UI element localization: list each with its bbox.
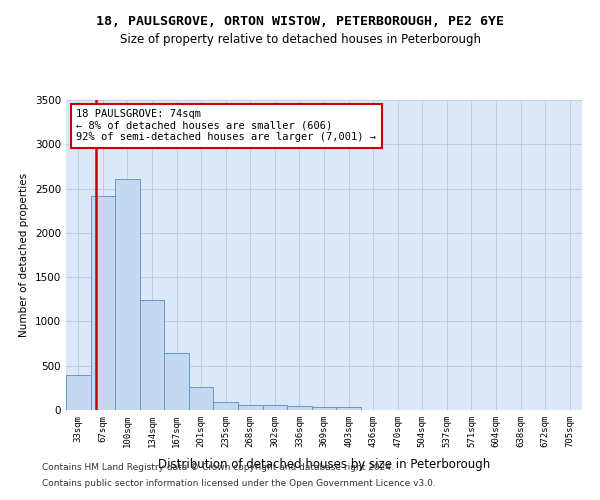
- Bar: [164, 354, 189, 410]
- Bar: [91, 196, 115, 410]
- Bar: [263, 405, 287, 410]
- Bar: [312, 407, 336, 410]
- X-axis label: Distribution of detached houses by size in Peterborough: Distribution of detached houses by size …: [158, 458, 490, 471]
- Bar: [66, 374, 91, 410]
- Text: Contains HM Land Registry data © Crown copyright and database right 2024.: Contains HM Land Registry data © Crown c…: [42, 464, 394, 472]
- Bar: [287, 406, 312, 410]
- Text: 18 PAULSGROVE: 74sqm
← 8% of detached houses are smaller (606)
92% of semi-detac: 18 PAULSGROVE: 74sqm ← 8% of detached ho…: [76, 110, 376, 142]
- Bar: [238, 405, 263, 410]
- Bar: [336, 408, 361, 410]
- Bar: [115, 179, 140, 410]
- Text: Size of property relative to detached houses in Peterborough: Size of property relative to detached ho…: [119, 32, 481, 46]
- Text: Contains public sector information licensed under the Open Government Licence v3: Contains public sector information licen…: [42, 478, 436, 488]
- Text: 18, PAULSGROVE, ORTON WISTOW, PETERBOROUGH, PE2 6YE: 18, PAULSGROVE, ORTON WISTOW, PETERBOROU…: [96, 15, 504, 28]
- Bar: [214, 402, 238, 410]
- Bar: [140, 300, 164, 410]
- Bar: [189, 387, 214, 410]
- Y-axis label: Number of detached properties: Number of detached properties: [19, 173, 29, 337]
